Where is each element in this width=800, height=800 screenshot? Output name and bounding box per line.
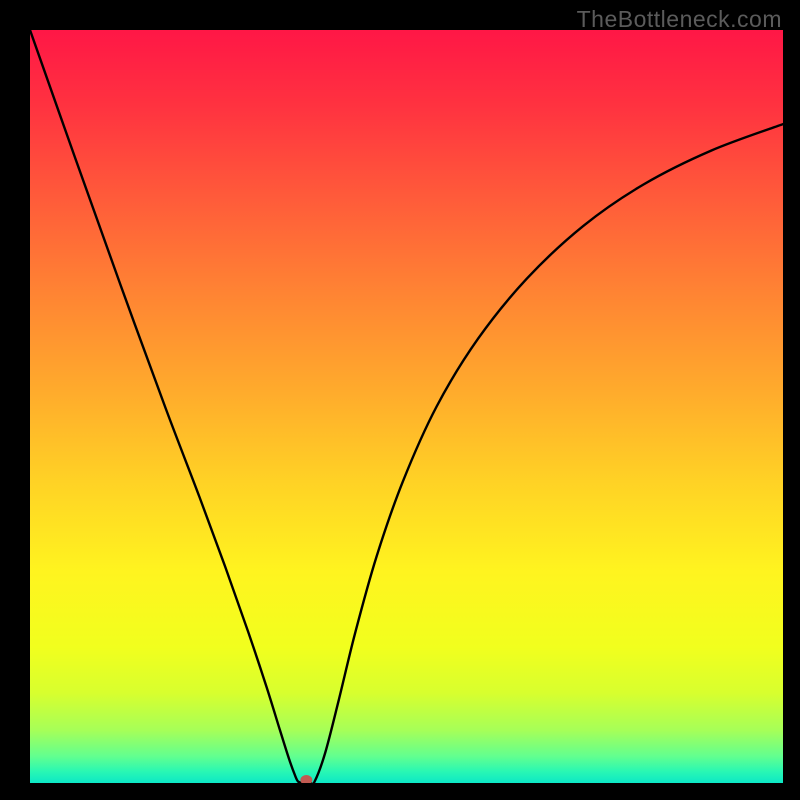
chart-frame: TheBottleneck.com (0, 0, 800, 800)
plot-area (30, 30, 783, 783)
bottleneck-curve (30, 30, 783, 783)
watermark-text: TheBottleneck.com (577, 6, 782, 33)
v-curve-path (30, 30, 783, 783)
minimum-marker (300, 775, 312, 783)
